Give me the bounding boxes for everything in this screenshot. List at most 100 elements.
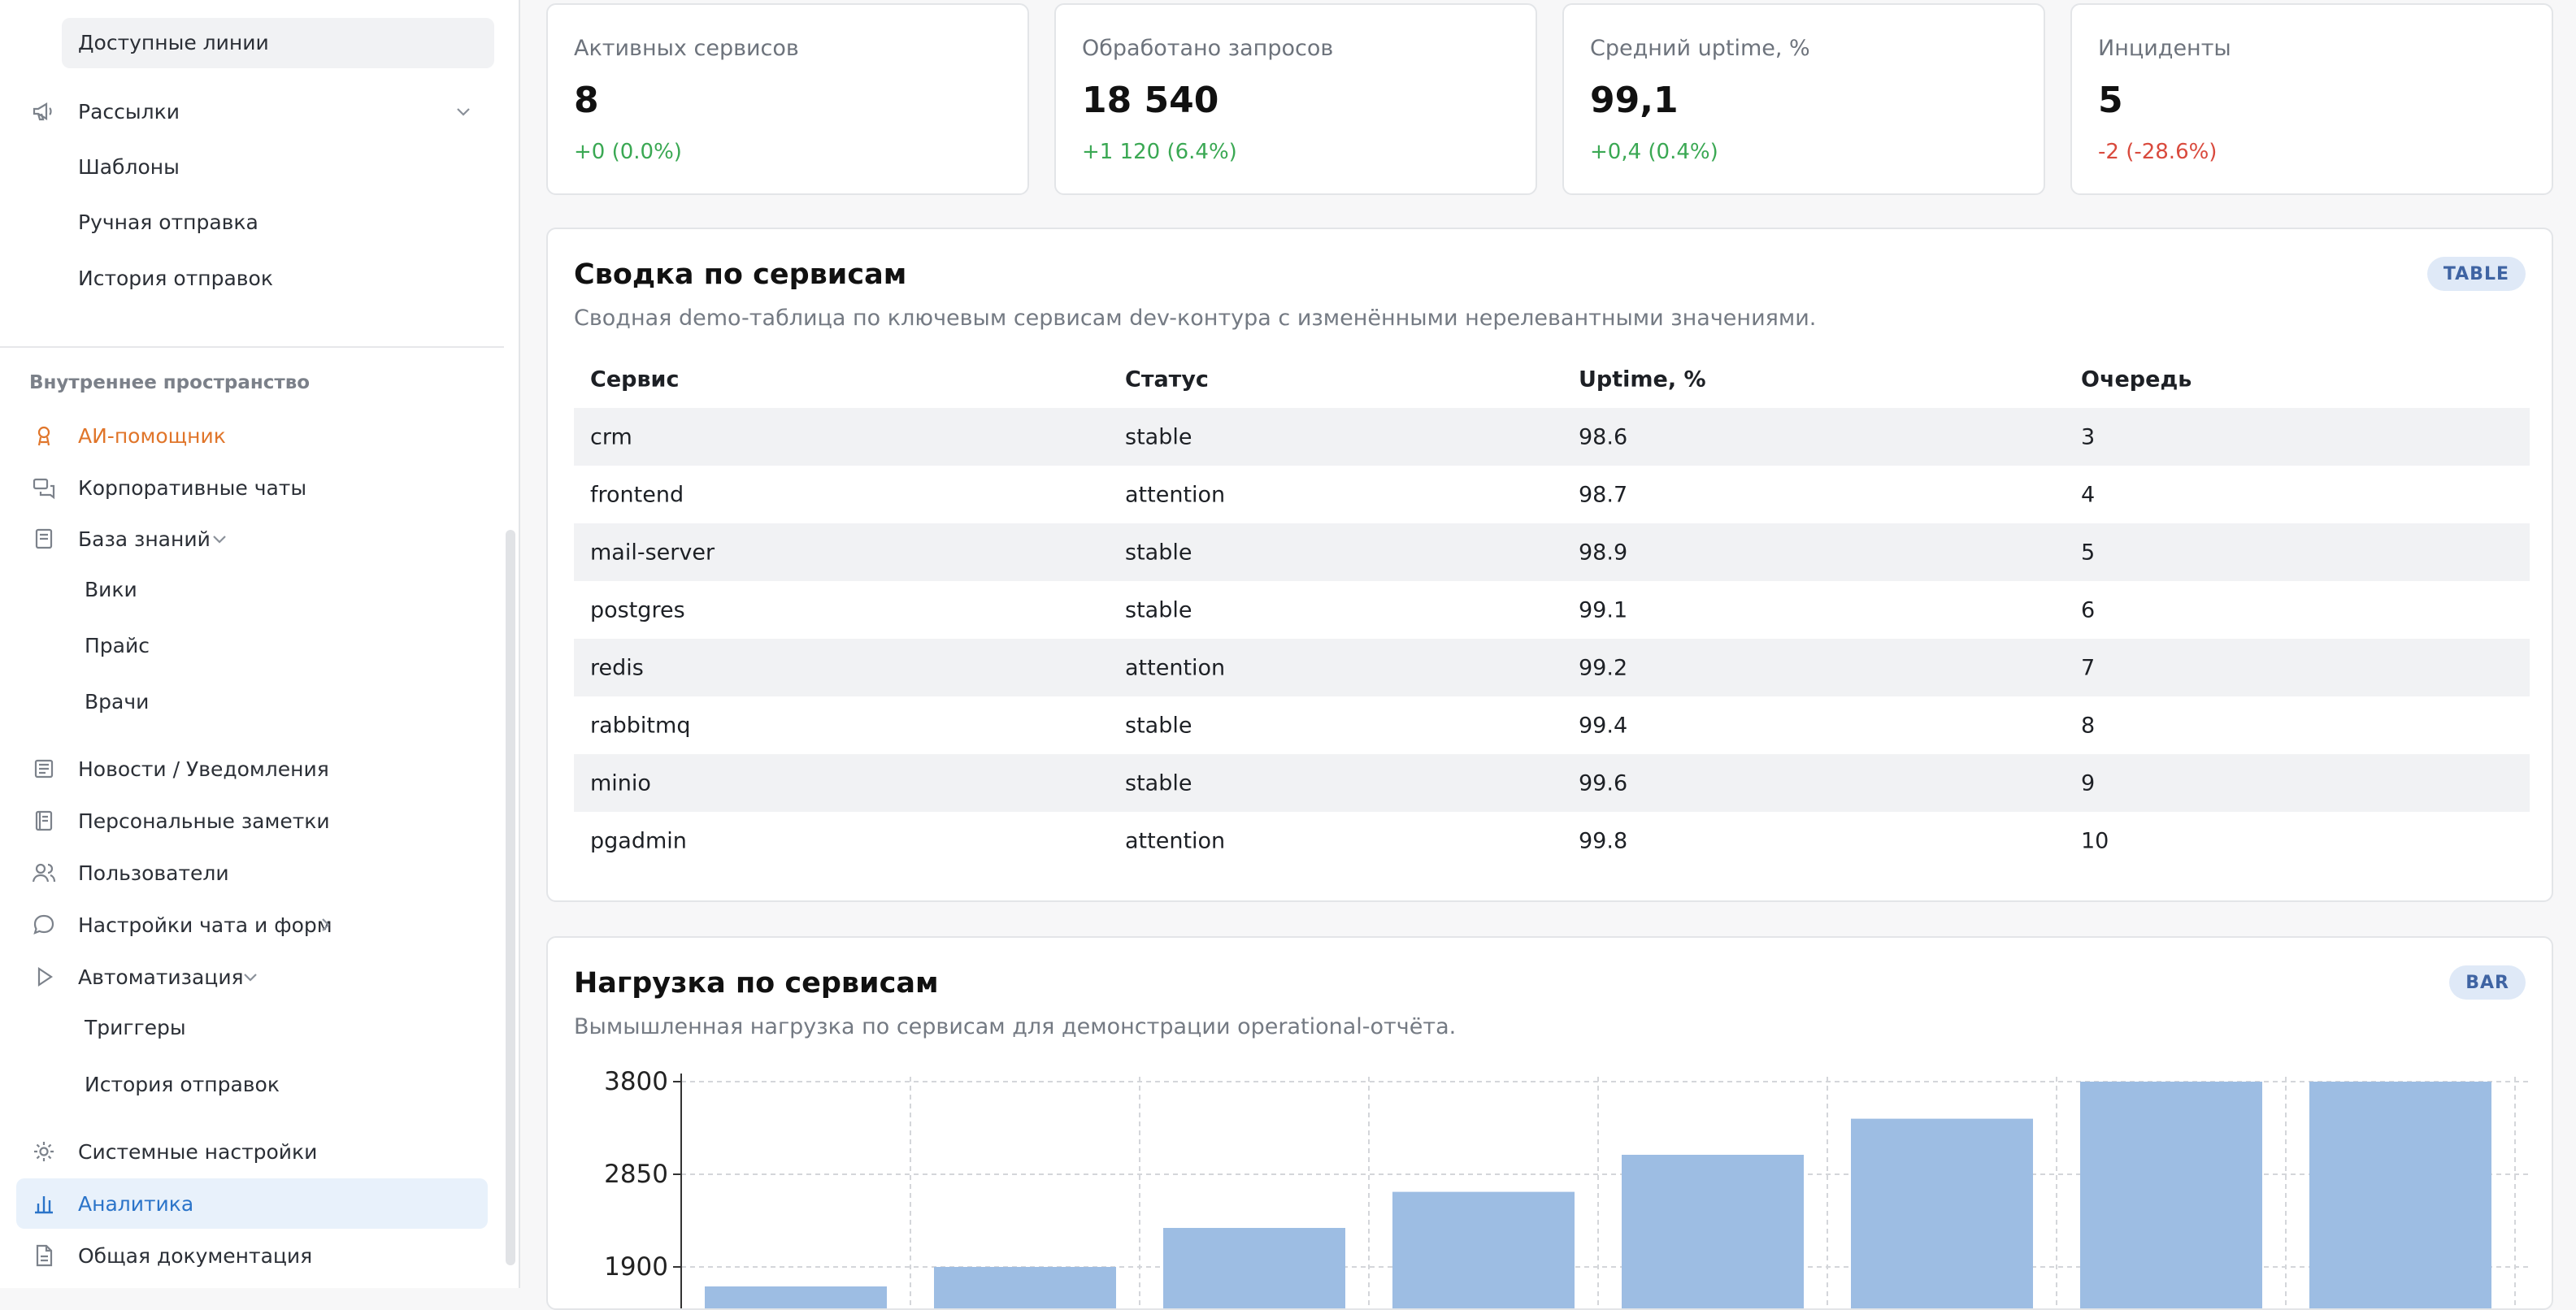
column-header[interactable]: Статус	[1125, 367, 1209, 393]
chevron-down-icon[interactable]	[210, 529, 229, 549]
gear-icon	[31, 1139, 57, 1165]
sidebar-item-label: Рассылки	[78, 99, 180, 124]
table-row[interactable]: redis attention 99.2 7	[574, 639, 2530, 696]
table-cell: 6	[2081, 597, 2096, 622]
bar-frontend[interactable]	[934, 1267, 1116, 1310]
metric-delta: +0 (0.0%)	[574, 140, 682, 164]
sidebar-item-automation-history[interactable]: История отправок	[0, 1060, 504, 1108]
sidebar-item-label: Настройки чата и форм	[78, 913, 332, 937]
sidebar-item-analytics-active-bg	[16, 1178, 488, 1229]
sidebar-section-title: Внутреннее пространство	[29, 372, 311, 393]
sidebar-item-templates[interactable]: Шаблоны	[0, 142, 504, 191]
sidebar-item-mailings[interactable]: Рассылки	[0, 87, 504, 136]
table-cell: 9	[2081, 770, 2096, 796]
users-icon	[31, 860, 57, 886]
table-cell: stable	[1125, 597, 1192, 622]
sidebar-item-news[interactable]: Новости / Уведомления	[0, 744, 504, 793]
y-tick-label: 1900	[604, 1252, 668, 1282]
table-cell: redis	[590, 655, 644, 680]
table-cell: minio	[590, 770, 651, 796]
chat-icon	[31, 475, 57, 501]
table-cell: 99.1	[1579, 597, 1628, 622]
sidebar-item-label: Автоматизация	[78, 965, 244, 989]
sidebar-item-label: Триггеры	[85, 1015, 186, 1039]
bar-pgadmin[interactable]	[2309, 1082, 2491, 1310]
sidebar-item-automation[interactable]: Автоматизация	[0, 952, 504, 1001]
sidebar-item-label: Пользователи	[78, 861, 229, 885]
load-chart-card: Нагрузка по сервисам Вымышленная нагрузк…	[546, 936, 2553, 1310]
bar-rabbitmq[interactable]	[1851, 1118, 2033, 1310]
bar-postgres[interactable]	[1392, 1191, 1575, 1310]
sidebar-item-chat-settings[interactable]: Настройки чата и форм	[0, 900, 504, 949]
table-cell: rabbitmq	[590, 713, 691, 738]
bar-minio[interactable]	[2080, 1082, 2262, 1310]
sidebar-item-available-lines-row[interactable]: Доступные линии	[0, 18, 504, 67]
book-icon	[31, 526, 57, 552]
news-icon	[31, 756, 57, 782]
sidebar-item-ai-assistant[interactable]: АИ-помощник	[0, 411, 504, 460]
metric-value: 8	[574, 80, 599, 121]
table-cell: frontend	[590, 482, 684, 507]
metric-delta: +1 120 (6.4%)	[1082, 140, 1237, 164]
table-cell: stable	[1125, 713, 1192, 738]
metric-title: Обработано запросов	[1082, 36, 1334, 61]
chevron-down-icon[interactable]	[241, 967, 260, 987]
column-header[interactable]: Очередь	[2081, 367, 2192, 393]
sidebar-scrollbar[interactable]	[506, 530, 515, 1265]
table-row[interactable]: crm stable 98.6 3	[574, 408, 2530, 466]
column-header[interactable]: Сервис	[590, 367, 680, 393]
chevron-right-icon[interactable]	[315, 915, 335, 935]
sidebar-item-send-history[interactable]: История отправок	[0, 254, 504, 302]
notes-icon	[31, 808, 57, 834]
table-cell: 98.7	[1579, 482, 1628, 507]
metric-card-uptime: Средний uptime, % 99,1 +0,4 (0.4%)	[1562, 3, 2045, 195]
sidebar-item-wiki[interactable]: Вики	[0, 565, 504, 614]
table-cell: attention	[1125, 482, 1226, 507]
play-icon	[31, 964, 57, 990]
table-cell: attention	[1125, 655, 1226, 680]
table-cell: 8	[2081, 713, 2096, 738]
table-cell: stable	[1125, 424, 1192, 449]
sidebar-item-manual-send[interactable]: Ручная отправка	[0, 197, 504, 246]
chevron-down-icon[interactable]	[454, 102, 473, 121]
sidebar-item-knowledge-base[interactable]: База знаний	[0, 514, 504, 563]
column-header[interactable]: Uptime, %	[1579, 367, 1706, 393]
sidebar-item-notes[interactable]: Персональные заметки	[0, 796, 504, 845]
table-cell: crm	[590, 424, 632, 449]
megaphone-icon	[31, 98, 57, 124]
table-row[interactable]: minio stable 99.6 9	[574, 754, 2530, 812]
sidebar-item-users[interactable]: Пользователи	[0, 848, 504, 897]
metric-value: 18 540	[1082, 80, 1219, 121]
table-cell: 99.2	[1579, 655, 1628, 680]
section-title: Нагрузка по сервисам	[574, 967, 939, 1000]
table-cell: postgres	[590, 597, 685, 622]
metric-card-requests: Обработано запросов 18 540 +1 120 (6.4%)	[1054, 3, 1537, 195]
table-cell: stable	[1125, 770, 1192, 796]
bar-chart-icon	[31, 1191, 57, 1217]
y-tick-label: 2850	[604, 1160, 668, 1189]
table-row[interactable]: mail-server stable 98.9 5	[574, 523, 2530, 581]
sidebar-item-corp-chats[interactable]: Корпоративные чаты	[0, 463, 504, 512]
sidebar-item-analytics[interactable]: Аналитика	[0, 1179, 504, 1228]
sidebar-item-available-lines[interactable]	[62, 18, 494, 68]
services-table: Сервис Статус Uptime, % Очередь crm stabl…	[574, 351, 2530, 870]
table-row[interactable]: postgres stable 99.1 6	[574, 581, 2530, 639]
sidebar-item-system-settings[interactable]: Системные настройки	[0, 1127, 504, 1176]
sidebar-item-price[interactable]: Прайс	[0, 621, 504, 670]
metric-title: Активных сервисов	[574, 36, 799, 61]
type-badge: BAR	[2449, 965, 2526, 1000]
bar-redis[interactable]	[1622, 1155, 1804, 1310]
table-row[interactable]: pgadmin attention 99.8 10	[574, 812, 2530, 870]
table-cell: attention	[1125, 828, 1226, 853]
sidebar-item-label: Доступные линии	[78, 30, 269, 54]
table-cell: 3	[2081, 424, 2096, 449]
table-cell: 4	[2081, 482, 2096, 507]
bar-mail-server[interactable]	[1163, 1228, 1345, 1310]
table-row[interactable]: rabbitmq stable 99.4 8	[574, 696, 2530, 754]
table-row[interactable]: frontend attention 98.7 4	[574, 466, 2530, 523]
sidebar-item-docs[interactable]: Общая документация	[0, 1231, 504, 1280]
bar-crm[interactable]	[705, 1286, 887, 1310]
sidebar-item-doctors[interactable]: Врачи	[0, 677, 504, 726]
metric-delta: +0,4 (0.4%)	[1590, 140, 1718, 164]
sidebar-item-triggers[interactable]: Триггеры	[0, 1003, 504, 1052]
